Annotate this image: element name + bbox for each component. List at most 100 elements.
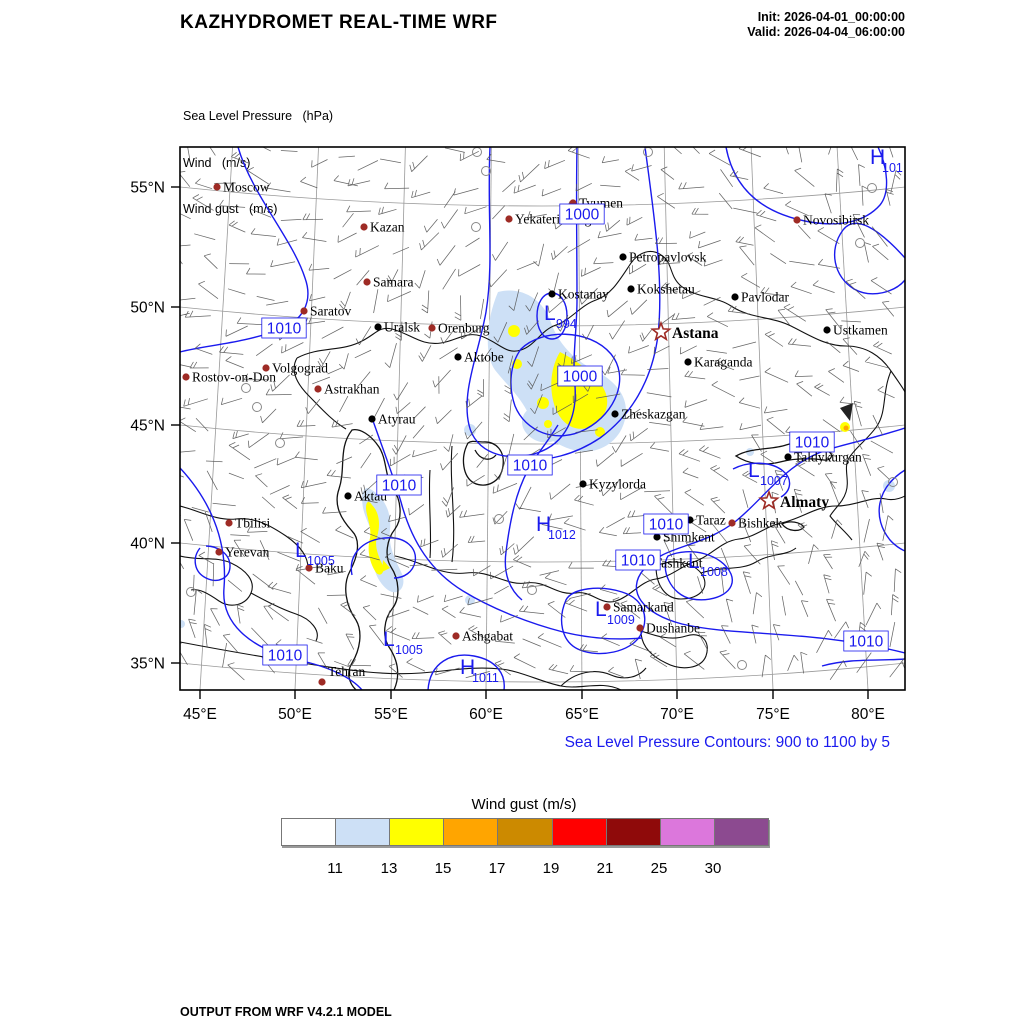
footer-line-1: OUTPUT FROM WRF V4.2.1 MODEL: [180, 1005, 392, 1019]
colorbar-title: Wind gust (m/s): [471, 796, 577, 813]
map-layers: Moscow Kazan Samara Saratov Uralsk Orenburg Ak…: [180, 147, 905, 690]
city-dot: [505, 215, 513, 223]
colorbar-tick-label: 17: [488, 860, 506, 877]
city-label: Baku: [315, 561, 344, 576]
colorbar-tick-label: 13: [380, 860, 398, 877]
legend-line-gust: Wind gust (m/s): [183, 202, 278, 216]
colorbar-tick-label: 19: [542, 860, 560, 877]
contour-label-value: 1010: [267, 321, 302, 338]
colorbar-cell: [335, 819, 390, 845]
city-dot: [225, 519, 233, 527]
city-label: Samarkand: [613, 600, 674, 615]
colorbar-tick-labels: 11 13 15 17 19 21 25 30: [0, 860, 1024, 880]
colorbar-cell: [659, 819, 714, 845]
city-dot: [452, 632, 460, 640]
city-label: Petropavlovsk: [629, 250, 706, 265]
pressure-center-value: 1005: [395, 643, 423, 657]
city-label: Taldykurgan: [794, 450, 862, 465]
contour-label-value: 1000: [565, 207, 600, 224]
city-label: Zheskazgan: [621, 407, 686, 422]
wind-barbs: [180, 147, 905, 681]
colorbar-tick-label: 25: [650, 860, 668, 877]
city-label: Tbilisi: [235, 516, 271, 531]
city-dot: [344, 492, 352, 500]
city-dot: [213, 183, 221, 191]
wind-gust-colorbar: [281, 818, 769, 846]
capital-label: Almaty: [780, 494, 829, 511]
city-label: Atyrau: [378, 412, 416, 427]
city-label: Tehran: [328, 664, 366, 679]
colorbar-tick-label: 21: [596, 860, 614, 877]
country-borders: [180, 251, 905, 690]
pressure-center-value: 1008: [700, 565, 728, 579]
x-axis-tick-label: 65°E: [565, 706, 599, 723]
city-label: Moscow: [223, 180, 270, 195]
city-label: Orenburg: [438, 321, 490, 336]
pressure-center-letter: L: [748, 459, 760, 482]
pressure-center-value: 1011: [472, 671, 499, 685]
city-label: Karaganda: [694, 355, 752, 370]
city-dot: [182, 373, 190, 381]
city-label: Tashkent: [654, 556, 703, 571]
pressure-center-value: 1012: [548, 528, 576, 542]
contour-label-value: 1010: [382, 478, 417, 495]
city-dot: [731, 293, 739, 301]
city-dot: [363, 278, 371, 286]
pressure-contours: [180, 147, 905, 690]
city-label: Bishkek: [738, 516, 783, 531]
city-label: Astrakhan: [324, 382, 380, 397]
pressure-center-value: 994: [556, 317, 577, 331]
colorbar-tick-label: 15: [434, 860, 452, 877]
pressure-center-letter: L: [544, 302, 556, 325]
city-label: Volgograd: [272, 361, 328, 376]
map-frame: [179, 146, 906, 691]
city-dot: [428, 324, 436, 332]
pressure-center-letter: H: [460, 656, 475, 679]
init-time: Init: 2026-04-01_00:00:00: [757, 10, 905, 24]
page-title: KAZHYDROMET REAL-TIME WRF: [180, 12, 498, 33]
city-dot: [684, 358, 692, 366]
colorbar-cell: [605, 819, 660, 845]
colorbar-cell: [713, 819, 768, 845]
y-axis-tick-label: 45°N: [130, 418, 165, 435]
valid-time: Valid: 2026-04-04_06:00:00: [747, 25, 905, 39]
city-label: Rostov-on-Don: [192, 370, 276, 385]
pressure-center-letter: H: [536, 513, 551, 536]
city-label: Pavlodar: [741, 290, 789, 305]
city-dot: [318, 678, 326, 686]
city-dot: [215, 548, 223, 556]
colorbar-cell: [443, 819, 498, 845]
contour-label-value: 1000: [563, 369, 598, 386]
city-label: Kokshetau: [637, 282, 695, 297]
pressure-center-value: 1005: [307, 554, 335, 568]
city-label: Kazan: [370, 220, 405, 235]
x-axis-tick-label: 60°E: [469, 706, 503, 723]
capital-label: Astana: [672, 325, 719, 342]
contour-label-value: 1010: [268, 648, 303, 665]
city-dot: [548, 290, 556, 298]
y-axis-tick-label: 40°N: [130, 536, 165, 553]
x-axis-tick-label: 50°E: [278, 706, 312, 723]
city-label: Kostanay: [558, 287, 609, 302]
field-legend: Sea Level Pressure (hPa) Wind (m/s) Wind…: [183, 78, 333, 249]
contour-label-value: 1010: [795, 435, 830, 452]
city-dot: [793, 216, 801, 224]
colorbar-cell: [282, 819, 336, 845]
city-dot: [368, 415, 376, 423]
capital-star-icon: [650, 320, 672, 342]
pressure-center-letter: L: [295, 539, 307, 562]
colorbar-cell: [389, 819, 444, 845]
contour-label-value: 1010: [649, 517, 684, 534]
x-axis-tick-label: 70°E: [660, 706, 694, 723]
pressure-center-value: 1007: [760, 474, 788, 488]
city-dot: [627, 285, 635, 293]
legend-line-slp: Sea Level Pressure (hPa): [183, 109, 334, 123]
city-dot: [374, 323, 382, 331]
contour-note: Sea Level Pressure Contours: 900 to 1100…: [564, 734, 890, 751]
pressure-center-letter: L: [595, 598, 607, 621]
colorbar-cell: [551, 819, 606, 845]
city-markers: Moscow Kazan Samara Saratov Uralsk Orenburg Ak…: [182, 180, 888, 686]
city-label: Ustkamen: [833, 323, 888, 338]
city-dot: [636, 624, 644, 632]
